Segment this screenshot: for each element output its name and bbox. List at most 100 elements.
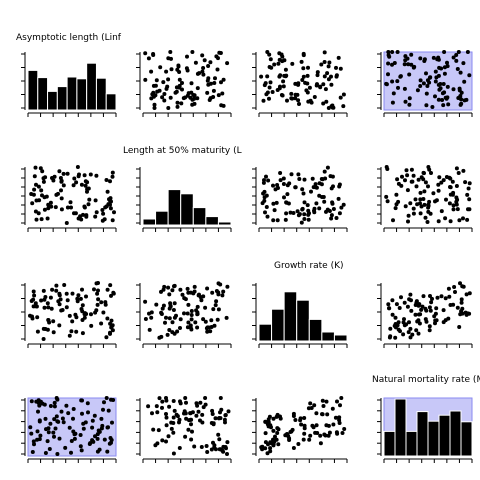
scatter-point-1-0-56 [32,174,37,179]
scatter-point-1-0-54 [76,216,81,221]
scatter-point-1-3-64 [414,184,419,189]
scatter-point-2-3-47 [446,286,451,291]
scatter-point-1-2-54 [284,211,289,216]
scatter-point-0-1-95 [158,65,163,70]
scatter-point-1-2-66 [330,201,335,206]
scatter-point-1-3-93 [439,180,444,185]
scatter-point-1-2-88 [278,171,283,175]
scatter-point-3-0-25 [105,425,110,430]
scatter-point-1-0-58 [34,198,39,203]
scatter-point-3-2-35 [301,437,306,442]
scatter-point-3-0-66 [109,440,113,445]
scatter-point-2-0-13 [84,294,88,299]
scatter-point-2-3-95 [388,334,393,339]
scatter-point-2-1-49 [193,320,198,325]
scatter-point-0-3-7 [427,80,432,85]
scatter-point-0-1-18 [151,94,156,99]
scatter-point-1-3-39 [384,194,389,199]
scatter-point-1-2-17 [329,213,334,218]
scatter-point-0-2-61 [268,57,273,62]
scatter-point-3-2-95 [306,406,311,411]
scatter-point-2-1-31 [215,317,220,322]
scatter-point-1-2-79 [337,182,342,187]
scatter-point-0-3-74 [433,69,438,74]
scatter-point-1-0-77 [58,176,63,180]
scatter-point-3-0-57 [104,396,109,400]
scatter-point-3-0-65 [105,449,110,454]
scatter-point-2-3-40 [427,324,432,329]
scatter-point-3-0-74 [46,430,51,435]
scatter-point-2-0-25 [54,283,59,288]
scatter-point-0-1-98 [177,83,182,88]
scatter-point-2-0-45 [46,305,51,310]
scatter-point-1-2-67 [289,172,294,177]
scatter-point-2-1-68 [168,304,173,309]
scatter-point-3-2-50 [314,423,319,428]
scatter-point-2-3-32 [453,290,457,294]
scatter-point-2-0-82 [31,304,36,309]
scatter-point-0-2-69 [301,66,306,71]
scatter-point-2-3-87 [458,281,462,286]
scatter-point-2-3-60 [399,295,403,300]
scatter-point-0-2-93 [262,83,267,88]
scatter-point-3-2-6 [318,441,323,446]
scatter-point-2-1-99 [163,320,167,325]
scatter-point-2-3-83 [427,328,432,333]
scatter-point-1-2-40 [334,216,339,220]
scatter-point-1-2-15 [341,202,346,207]
scatter-point-1-0-65 [41,176,46,181]
scatter-point-3-2-97 [335,399,339,404]
scatter-point-2-1-69 [143,299,148,304]
scatter-point-0-1-68 [154,78,159,83]
scatter-point-2-0-48 [31,297,36,302]
scatter-point-3-1-41 [189,422,193,427]
scatter-point-0-2-16 [315,70,320,75]
scatter-point-2-3-29 [452,285,457,289]
scatter-point-3-2-87 [327,430,332,435]
scatter-point-3-2-25 [263,431,268,436]
scatter-point-3-0-58 [67,425,72,430]
scatter-point-1-2-36 [271,201,276,206]
scatter-point-0-1-71 [146,56,151,61]
scatter-point-2-0-39 [70,291,75,296]
scatter-point-3-2-96 [271,443,276,448]
scatter-point-1-2-50 [288,210,293,215]
scatter-point-2-0-36 [50,287,55,292]
scatter-point-3-2-81 [312,403,317,408]
scatter-point-3-2-49 [271,416,276,421]
scatter-point-1-0-78 [101,211,106,216]
scatter-point-0-3-65 [436,82,441,87]
scatter-point-2-0-42 [80,331,85,336]
scatter-point-3-0-90 [80,398,84,403]
scatter-point-1-2-22 [265,214,270,219]
scatter-point-3-0-99 [57,436,62,441]
scatter-point-0-3-2 [446,102,451,107]
scatter-point-0-3-97 [441,103,446,108]
scatter-point-0-1-19 [185,54,189,59]
scatter-point-0-1-45 [162,98,167,103]
scatter-point-1-2-83 [263,210,267,215]
scatter-point-1-2-0 [285,192,290,197]
scatter-point-0-2-90 [265,50,270,54]
scatter-point-1-0-17 [110,218,115,223]
scatter-point-2-3-72 [433,318,438,323]
scatter-point-0-2-50 [265,90,270,95]
scatter-point-1-3-58 [448,192,453,197]
scatter-point-1-3-59 [421,197,426,201]
scatter-point-0-1-94 [189,81,194,86]
scatter-point-2-1-19 [224,315,229,320]
scatter-point-2-1-9 [165,332,170,337]
scatter-point-0-3-33 [445,95,450,100]
scatter-point-2-0-46 [80,287,84,292]
scatter-point-1-2-94 [302,200,307,205]
scatter-point-3-1-64 [171,421,176,425]
scatter-point-0-3-88 [407,96,412,101]
scatter-point-0-2-81 [304,88,309,93]
scatter-point-3-1-79 [177,420,181,425]
scatter-point-1-0-34 [40,169,45,174]
scatter-point-1-3-11 [423,180,428,185]
scatter-point-1-0-36 [105,189,110,194]
scatter-point-2-1-43 [147,327,152,332]
scatter-point-3-0-44 [48,421,53,426]
scatter-point-3-1-59 [183,396,188,400]
